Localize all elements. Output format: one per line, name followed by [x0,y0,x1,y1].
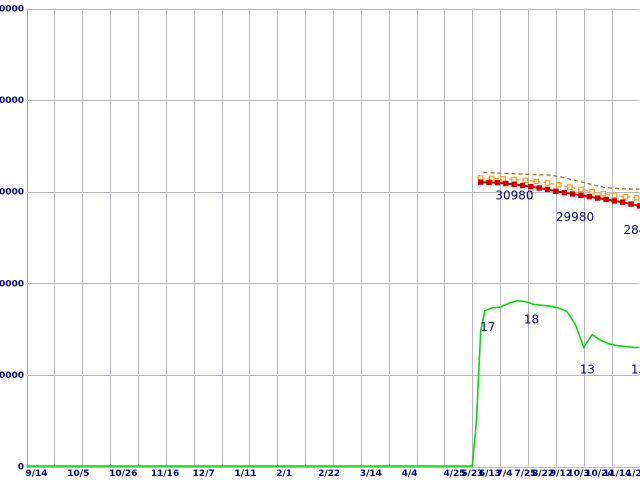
series-marker-middle-orange-dashed [522,177,529,184]
point-value-labels: 30980 29980 28450 17 18 13 13 [480,189,640,377]
series-marker-middle-orange-dashed [578,186,584,193]
x-axis-tick-label: 7/4 [497,469,513,479]
data-point-label: 29980 [556,210,594,224]
series-marker-lower-red-solid [595,195,601,201]
x-axis-tick-label: 5/23 [461,469,483,479]
x-axis-tick-label: 10/26 [109,469,137,479]
series-marker-lower-red-solid [544,186,551,193]
series-marker-middle-orange-dashed [500,176,506,182]
series-marker-lower-red-solid [478,179,484,185]
series-line-green-volume [26,299,640,467]
x-axis-tick-label: 3/14 [360,469,382,479]
series-marker-lower-red-solid [620,199,626,205]
x-axis-tick-label: 1/11 [234,469,256,479]
x-axis-tick-label: 10/5 [67,469,89,479]
series-markers [477,175,640,209]
series-marker-middle-orange-dashed [589,188,595,195]
series-marker-lower-red-solid [578,192,584,199]
y-axis-tick-label: 30000 [0,188,24,198]
x-axis-tick-label: 4/4 [402,469,418,479]
data-point-label: 17 [480,320,495,334]
series-marker-lower-red-solid [611,198,618,204]
y-axis-labels: 0 10000 20000 30000 40000 50000 [0,5,24,473]
series-marker-lower-red-solid [494,180,501,186]
y-axis-tick-label: 40000 [0,96,24,106]
x-axis-tick-label: 12/7 [193,469,215,479]
y-axis-tick-label: 20000 [0,279,24,289]
x-axis-labels: 9/14 10/5 10/26 11/16 12/7 1/11 2/1 2/22 3/14 4/4… [26,469,640,479]
series-marker-middle-orange-dashed [622,193,629,200]
series-marker-lower-red-solid [536,185,542,191]
series-marker-lower-red-solid [553,188,559,194]
x-axis-tick-label: 11/14 [603,469,631,479]
x-axis-tick-label: 2/22 [318,469,340,479]
x-axis-tick-label: 1/28 [626,469,640,479]
gridlines-vertical [27,8,613,467]
data-point-label: 30980 [495,189,533,203]
x-axis-tick-label: 4/25 [443,469,465,479]
series-marker-lower-red-solid [511,181,517,188]
series-marker-lower-red-solid [519,182,526,189]
series-marker-lower-red-solid [486,179,492,186]
x-axis-tick-label: 10/24 [585,469,613,479]
series-marker-lower-red-solid [503,180,509,187]
x-axis-tick-label: 9/12 [550,469,572,479]
x-axis-tick-label: 6/13 [479,469,501,479]
series-marker-lower-red-solid [628,201,634,207]
x-axis-tick-label: 8/22 [532,469,554,479]
series-marker-middle-orange-dashed [566,184,573,190]
y-axis-tick-label: 10000 [0,371,24,381]
series-marker-lower-red-solid [561,189,567,196]
series-marker-middle-orange-dashed [489,175,495,182]
series-marker-middle-orange-dashed [600,190,607,197]
x-axis-tick-label: 2/1 [276,469,292,479]
data-point-label: 13 [631,362,640,376]
x-axis-tick-label: 9/14 [26,469,48,479]
series-marker-middle-orange-dashed [611,192,618,199]
x-axis-tick-label: 11/16 [151,469,179,479]
series-marker-middle-orange-dashed [633,194,640,201]
series-marker-lower-red-solid [586,194,592,200]
series-marker-lower-red-solid [569,191,576,197]
series-marker-lower-red-solid [528,184,534,190]
series-marker-middle-orange-dashed [533,178,540,185]
x-axis-tick-label: 10/3 [567,469,589,479]
series-marker-middle-orange-dashed [544,180,551,186]
data-point-label: 18 [524,313,539,327]
series-marker-lower-red-solid [603,196,609,203]
data-point-label: 13 [580,362,595,376]
data-point-label: 28450 [624,223,640,237]
series-marker-middle-orange-dashed [511,176,517,183]
y-axis-tick-label: 0 [18,463,24,473]
series-marker-middle-orange-dashed [555,182,562,188]
y-axis-tick-label: 50000 [0,5,24,15]
gridlines-horizontal [26,9,640,468]
series-line-upper-olive-dashed [483,171,640,190]
x-axis-tick-label: 7/25 [515,469,537,479]
